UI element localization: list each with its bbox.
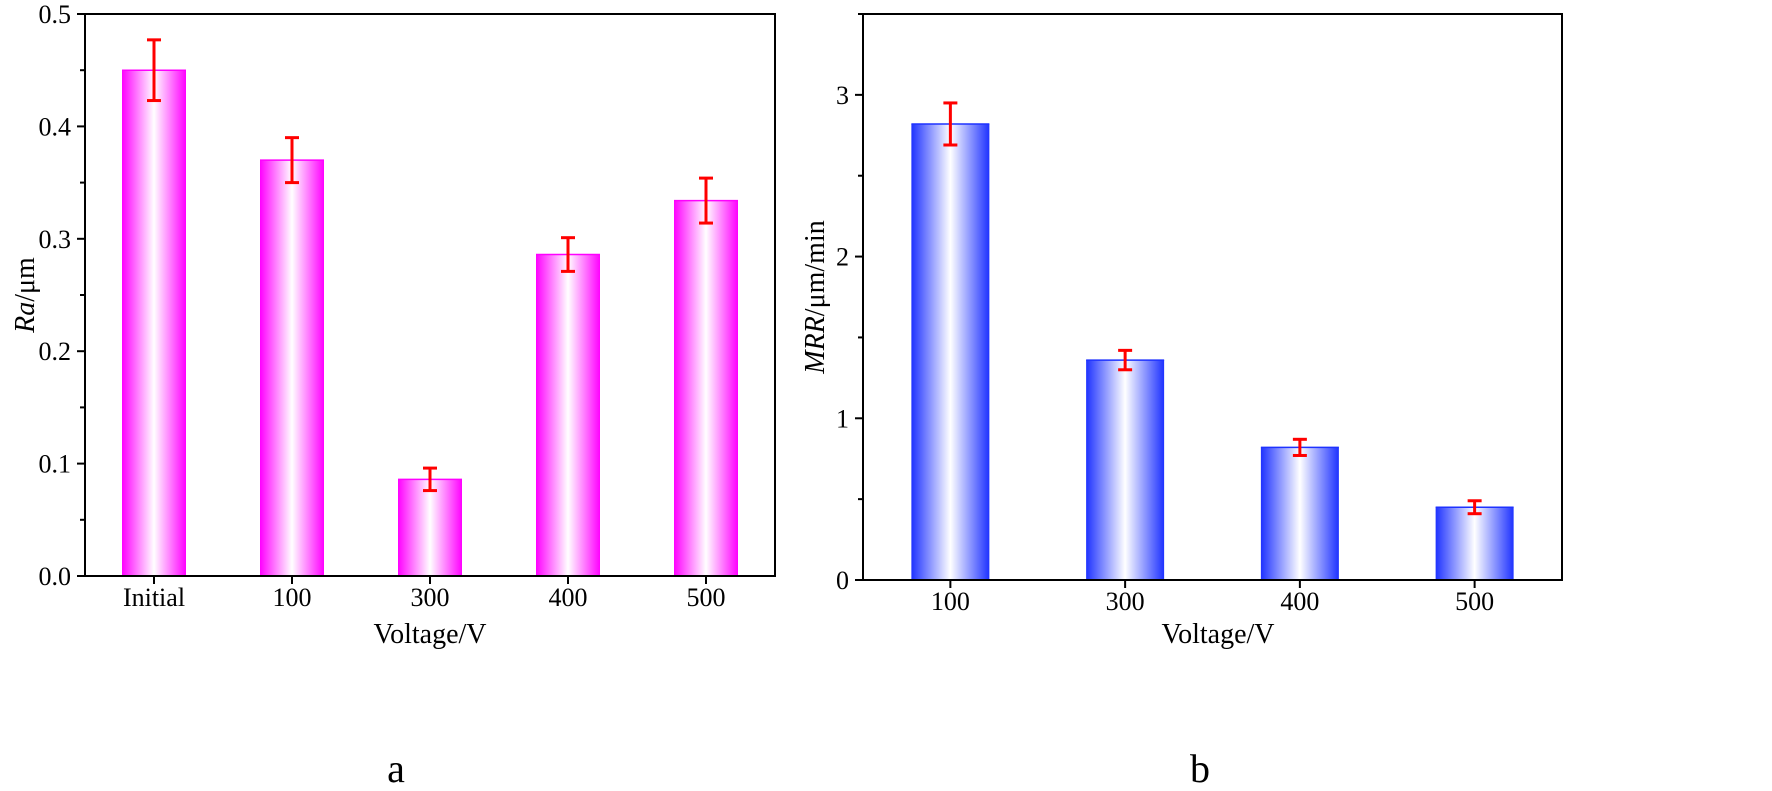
error-bar-a-3 (561, 236, 575, 273)
bar-b-0 (911, 123, 990, 581)
x-tick-label-b-1: 300 (1106, 587, 1145, 616)
bar-a-1 (260, 160, 324, 576)
error-bar-b-1 (1118, 348, 1133, 372)
bar-b-1 (1086, 360, 1165, 580)
x-tick-label-a-3: 400 (549, 583, 588, 612)
x-tick-label-b-0: 100 (931, 587, 970, 616)
y-axis-b: 0 1 2 3 (836, 13, 863, 595)
y-tick-label-a-5: 0.5 (39, 0, 72, 29)
chart-panel-a: 0.0 0.1 0.2 0.3 0.4 0.5 Initial 100 300 400 500 V… (10, 0, 776, 791)
bars-b (911, 123, 1514, 581)
y-tick-label-a-1: 0.1 (39, 450, 72, 479)
y-tick-label-a-0: 0.0 (39, 562, 72, 591)
y-axis-title-main-b: MRR (800, 316, 831, 375)
plot-frame-b (862, 13, 1563, 581)
bar-b-2 (1260, 447, 1339, 580)
bar-a-4 (674, 200, 738, 577)
bar-b-3 (1435, 507, 1514, 580)
x-tick-label-b-3: 500 (1455, 587, 1494, 616)
y-tick-label-b-0: 0 (836, 566, 849, 595)
y-axis-title-main-a: Ra (10, 302, 41, 334)
x-axis-b: 100 300 400 500 (931, 580, 1494, 616)
y-axis-title-a: Ra/μm (10, 257, 41, 334)
error-bar-b-3 (1467, 499, 1482, 516)
y-tick-label-a-4: 0.4 (39, 112, 72, 141)
x-tick-label-a-2: 300 (411, 583, 450, 612)
y-axis-title-unit-b: /μm/min (800, 220, 831, 316)
y-axis-title-unit-a: /μm (10, 257, 41, 302)
bar-a-3 (536, 254, 600, 576)
y-tick-label-b-2: 2 (836, 243, 849, 272)
error-bar-a-0 (147, 38, 161, 103)
x-tick-label-a-1: 100 (273, 583, 312, 612)
x-axis-title-b: Voltage/V (1161, 619, 1274, 650)
x-tick-label-b-2: 400 (1280, 587, 1319, 616)
x-tick-label-a-0: Initial (123, 583, 185, 612)
panel-label-a: a (387, 746, 405, 791)
error-bar-b-2 (1292, 437, 1307, 457)
error-bars-b (943, 101, 1482, 516)
x-tick-label-a-4: 500 (687, 583, 726, 612)
bar-a-2 (398, 479, 462, 576)
error-bar-a-1 (285, 136, 299, 185)
y-tick-label-b-3: 3 (836, 81, 849, 110)
bar-a-0 (122, 70, 186, 576)
error-bar-b-0 (943, 101, 958, 147)
error-bars-a (147, 38, 713, 493)
error-bar-a-2 (423, 466, 437, 493)
panel-label-b: b (1190, 746, 1210, 791)
y-tick-label-a-2: 0.2 (39, 337, 72, 366)
bars-a (122, 69, 738, 577)
chart-panel-b: 0 1 2 3 100 300 400 500 Voltage/V MRR/μm/min b (800, 13, 1563, 791)
y-axis-title-b: MRR/μm/min (800, 220, 831, 374)
x-axis-title-a: Voltage/V (373, 619, 486, 650)
y-axis-a: 0.0 0.1 0.2 0.3 0.4 0.5 (39, 0, 85, 591)
x-axis-a: Initial 100 300 400 500 (123, 576, 726, 612)
y-tick-label-b-1: 1 (836, 404, 849, 433)
error-bar-a-4 (699, 176, 713, 225)
y-tick-label-a-3: 0.3 (39, 225, 72, 254)
